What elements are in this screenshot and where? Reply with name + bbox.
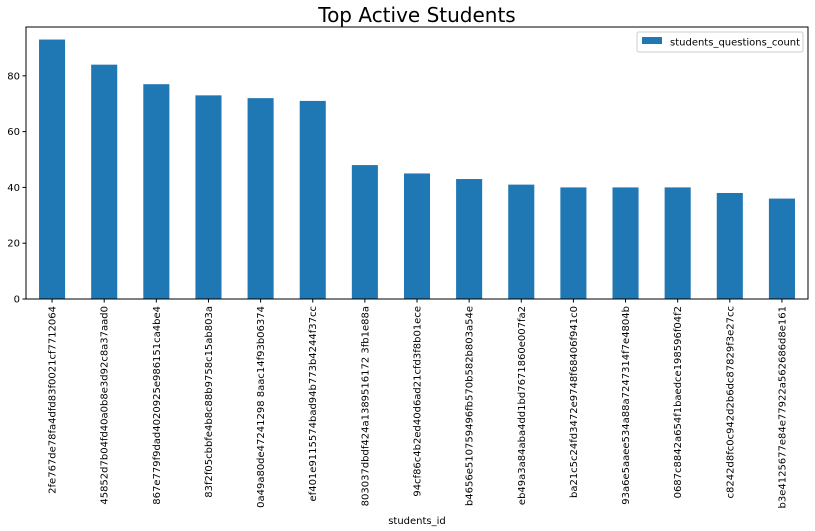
legend-box — [636, 31, 804, 53]
x-tick-label: 83f2f05cbbfe4b8c88b9758c15ab803a — [204, 306, 215, 498]
bar — [91, 64, 118, 300]
bars-group — [39, 39, 795, 300]
x-tick-label: c8242d8fc0c942d2b6dc87829f3e27cc — [725, 306, 736, 498]
bar — [247, 98, 274, 299]
legend-label: students_questions_count — [670, 38, 800, 49]
plot-frame — [25, 26, 809, 300]
x-tick-label: ef401e9115574bad94b773b4244f37cc — [308, 306, 319, 501]
x-tick-label: 45852d7b04fd40a0b8e3d92c8a37aad0 — [100, 306, 111, 505]
x-axis-label: students_id — [388, 516, 446, 527]
legend: students_questions_count — [636, 31, 804, 53]
y-tick-label: 20 — [7, 239, 20, 250]
x-tick-label: 803037dbdf424a1389516172 3fb1e88a — [360, 306, 371, 506]
chart-title: Top Active Students — [317, 3, 515, 27]
bar — [456, 179, 483, 299]
bar — [195, 95, 222, 299]
bar — [560, 187, 587, 299]
x-tick-label: 2fe767de78fa4dfd83f0021cf7712064 — [48, 306, 59, 494]
x-tick-label: 94cf86c4b2ed40d6ad21cfd3f8b01ece — [413, 306, 424, 497]
x-tick-label: 0687c8842a654f1baedce198596f04f2 — [673, 306, 684, 498]
x-tick-label: b3e4125677e84e77922a562686d8e161 — [777, 306, 788, 509]
x-tick-label: b4656e510759496fb570b582b803a54e — [465, 306, 476, 506]
y-tick-label: 40 — [7, 183, 20, 194]
bar — [403, 173, 431, 299]
bar — [664, 187, 691, 299]
bar — [508, 184, 535, 299]
bar — [39, 39, 66, 300]
x-axis: 2fe767de78fa4dfd83f0021cf7712064 45852d7b… — [48, 299, 788, 509]
y-tick-label: 0 — [14, 295, 20, 306]
y-tick-label: 60 — [7, 127, 20, 138]
bar — [716, 192, 743, 299]
legend-swatch — [642, 37, 662, 44]
bar — [299, 100, 326, 299]
bar — [143, 84, 170, 299]
y-tick-label: 80 — [7, 71, 20, 82]
x-tick-label: 93a6e5aaee534a88a7247314f7e4804b — [621, 306, 632, 505]
bar — [768, 198, 795, 299]
bar — [612, 187, 639, 299]
x-tick-label: 867e779f9dad4020925e986151ca4be4 — [152, 306, 163, 505]
y-axis: 0 20 40 60 80 — [7, 71, 26, 306]
bar — [351, 165, 378, 299]
x-tick-label: eb49a3a84aba4dd1bd7671860e007fa2 — [517, 306, 528, 505]
x-tick-label: 0a49a80de47241298 8aac14f93b06374 — [256, 306, 267, 508]
x-tick-label: ba21c5c24fd3472e9748f68406f941c0 — [569, 306, 580, 498]
